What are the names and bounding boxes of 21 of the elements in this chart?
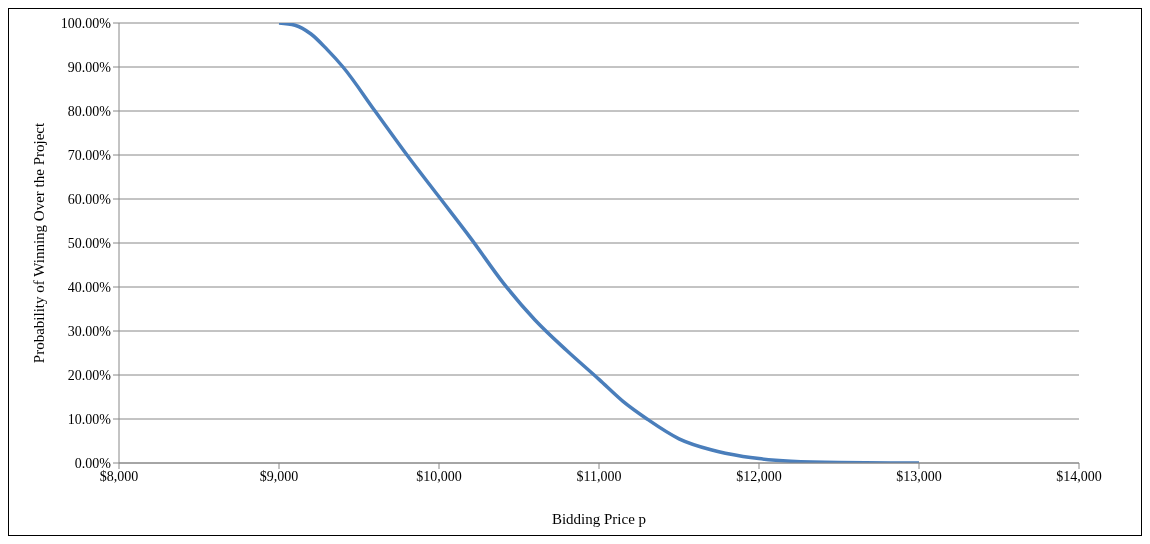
y-tick-label: 10.00%: [67, 411, 112, 427]
y-tick-label: 80.00%: [67, 103, 112, 119]
y-tick-label: 90.00%: [67, 59, 112, 75]
y-tick-label: 70.00%: [67, 147, 112, 163]
x-tick-label: $9,000: [259, 468, 299, 484]
x-tick-label: $12,000: [736, 468, 782, 484]
y-tick-label: 50.00%: [67, 235, 112, 251]
x-tick-label: $11,000: [576, 468, 622, 484]
y-tick-label: 40.00%: [67, 279, 112, 295]
x-tick-label: $13,000: [896, 468, 942, 484]
y-tick-label: 0.00%: [74, 455, 112, 471]
y-tick-label: 30.00%: [67, 323, 112, 339]
x-tick-label: $8,000: [99, 468, 139, 484]
y-tick-label: 100.00%: [60, 15, 112, 31]
x-axis-title: Bidding Price p: [551, 510, 647, 527]
x-tick-label: $14,000: [1056, 468, 1102, 484]
x-tick-label: $10,000: [416, 468, 462, 484]
y-axis-title: Probability of Winning Over the Project: [31, 122, 48, 364]
y-tick-label: 60.00%: [67, 191, 112, 207]
y-tick-label: 20.00%: [67, 367, 112, 383]
line-series: [277, 23, 921, 463]
